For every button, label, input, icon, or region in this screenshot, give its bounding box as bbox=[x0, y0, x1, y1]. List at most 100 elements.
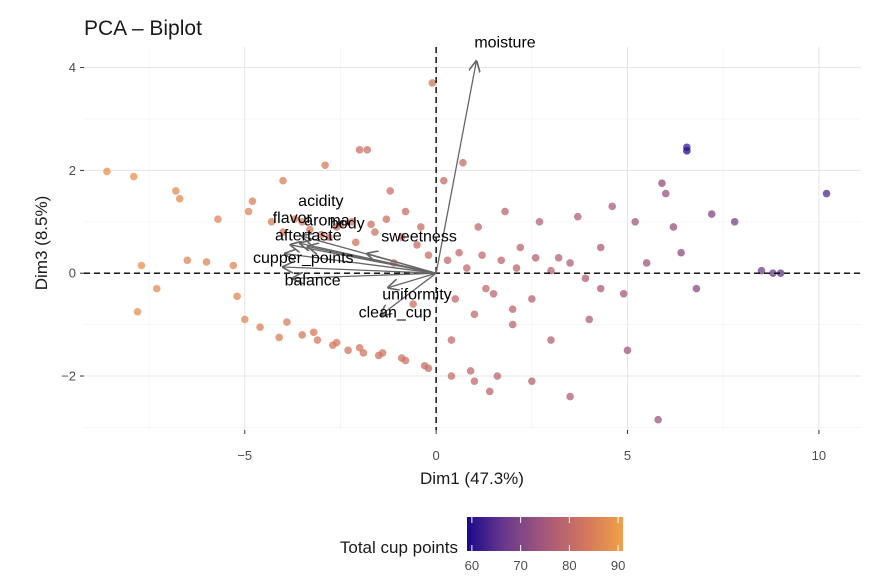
data-point bbox=[325, 233, 333, 242]
data-point bbox=[309, 328, 318, 337]
variable-label-cupper-points: cupper_points bbox=[253, 250, 354, 267]
chart-title: PCA – Biplot bbox=[84, 17, 202, 40]
data-point bbox=[332, 338, 341, 347]
data-point bbox=[466, 367, 475, 375]
legend-tick-label: 70 bbox=[513, 558, 527, 573]
data-point bbox=[566, 392, 574, 401]
data-point bbox=[363, 146, 372, 154]
data-point bbox=[501, 207, 509, 216]
data-point bbox=[424, 251, 433, 260]
data-point bbox=[332, 223, 341, 231]
variable-label-clean-cup: clean_cup bbox=[359, 304, 432, 321]
data-point bbox=[462, 264, 471, 272]
x-tick-label: 5 bbox=[624, 448, 631, 463]
arrow-balance bbox=[293, 273, 437, 278]
variable-label-balance: balance bbox=[285, 272, 341, 289]
data-point bbox=[279, 176, 287, 185]
data-point bbox=[508, 320, 517, 329]
data-point bbox=[137, 261, 146, 270]
data-point bbox=[459, 158, 467, 167]
data-point bbox=[654, 415, 662, 424]
data-point bbox=[531, 253, 540, 262]
data-point bbox=[409, 300, 417, 308]
data-point bbox=[508, 305, 517, 313]
data-point bbox=[692, 284, 701, 293]
arrow-aftertaste bbox=[285, 254, 437, 274]
data-point bbox=[348, 217, 356, 226]
data-point bbox=[401, 207, 410, 216]
y-axis-title: Dim3 (8.5%) bbox=[32, 196, 51, 290]
data-point bbox=[631, 217, 639, 226]
data-point bbox=[596, 284, 605, 293]
data-point bbox=[512, 264, 521, 272]
y-tick-label: 0 bbox=[69, 266, 76, 281]
data-point bbox=[240, 315, 249, 324]
data-point bbox=[493, 372, 502, 380]
data-point bbox=[275, 333, 284, 342]
scatter-points bbox=[103, 79, 831, 424]
data-point bbox=[183, 256, 192, 265]
data-point bbox=[175, 194, 184, 203]
variable-label-aftertaste: aftertaste bbox=[275, 228, 342, 245]
legend-tick-label: 90 bbox=[611, 558, 625, 573]
data-point bbox=[248, 197, 257, 206]
data-point bbox=[707, 210, 716, 218]
legend-ticks: 60 70 80 90 bbox=[465, 517, 625, 573]
data-point bbox=[428, 79, 437, 87]
data-point bbox=[528, 295, 536, 303]
color-legend: Total cup points 60 70 80 90 bbox=[340, 517, 625, 573]
arrow-acidity bbox=[302, 236, 437, 274]
data-point bbox=[619, 289, 628, 298]
data-point bbox=[470, 310, 479, 319]
variable-label-moisture: moisture bbox=[474, 34, 535, 51]
data-point bbox=[608, 202, 617, 211]
data-point bbox=[371, 228, 379, 236]
data-point bbox=[355, 343, 364, 352]
reference-lines bbox=[84, 47, 861, 430]
data-point bbox=[233, 292, 241, 301]
data-point bbox=[321, 161, 329, 170]
data-point bbox=[489, 289, 498, 298]
data-point bbox=[401, 356, 410, 365]
data-point bbox=[378, 349, 387, 357]
arrow-body bbox=[308, 246, 437, 274]
x-tick-label: −5 bbox=[237, 448, 252, 463]
data-point bbox=[658, 179, 666, 188]
data-point bbox=[669, 223, 678, 231]
data-point bbox=[290, 215, 299, 224]
data-point bbox=[482, 284, 490, 293]
data-point bbox=[283, 318, 291, 326]
data-point bbox=[822, 189, 831, 198]
y-axis-ticks: −2 0 2 4 bbox=[61, 60, 84, 384]
data-point bbox=[229, 261, 238, 270]
x-axis-ticks: −5 0 5 10 bbox=[237, 430, 826, 463]
data-point bbox=[313, 336, 322, 344]
data-point bbox=[202, 258, 211, 266]
data-point bbox=[129, 172, 138, 181]
data-point bbox=[386, 187, 395, 195]
grid-lines bbox=[84, 47, 861, 430]
data-point bbox=[152, 284, 161, 293]
data-point bbox=[516, 243, 525, 252]
legend-tick-label: 80 bbox=[562, 558, 576, 573]
data-point bbox=[103, 167, 111, 176]
variable-arrows bbox=[283, 61, 476, 315]
data-point bbox=[267, 217, 276, 226]
arrow-uniformity bbox=[388, 272, 437, 287]
data-point bbox=[439, 176, 448, 185]
data-point bbox=[344, 346, 352, 355]
x-tick-label: 0 bbox=[433, 448, 440, 463]
data-point bbox=[661, 189, 670, 198]
data-point bbox=[547, 336, 555, 344]
data-point bbox=[730, 217, 739, 226]
legend-title: Total cup points bbox=[340, 538, 458, 557]
arrow-moisture bbox=[435, 61, 476, 274]
data-point bbox=[298, 331, 306, 339]
data-point bbox=[642, 259, 651, 267]
data-point bbox=[470, 377, 479, 385]
data-point bbox=[451, 295, 460, 303]
data-point bbox=[677, 248, 685, 257]
legend-colorbar bbox=[467, 517, 623, 551]
y-tick-label: 4 bbox=[69, 60, 76, 75]
